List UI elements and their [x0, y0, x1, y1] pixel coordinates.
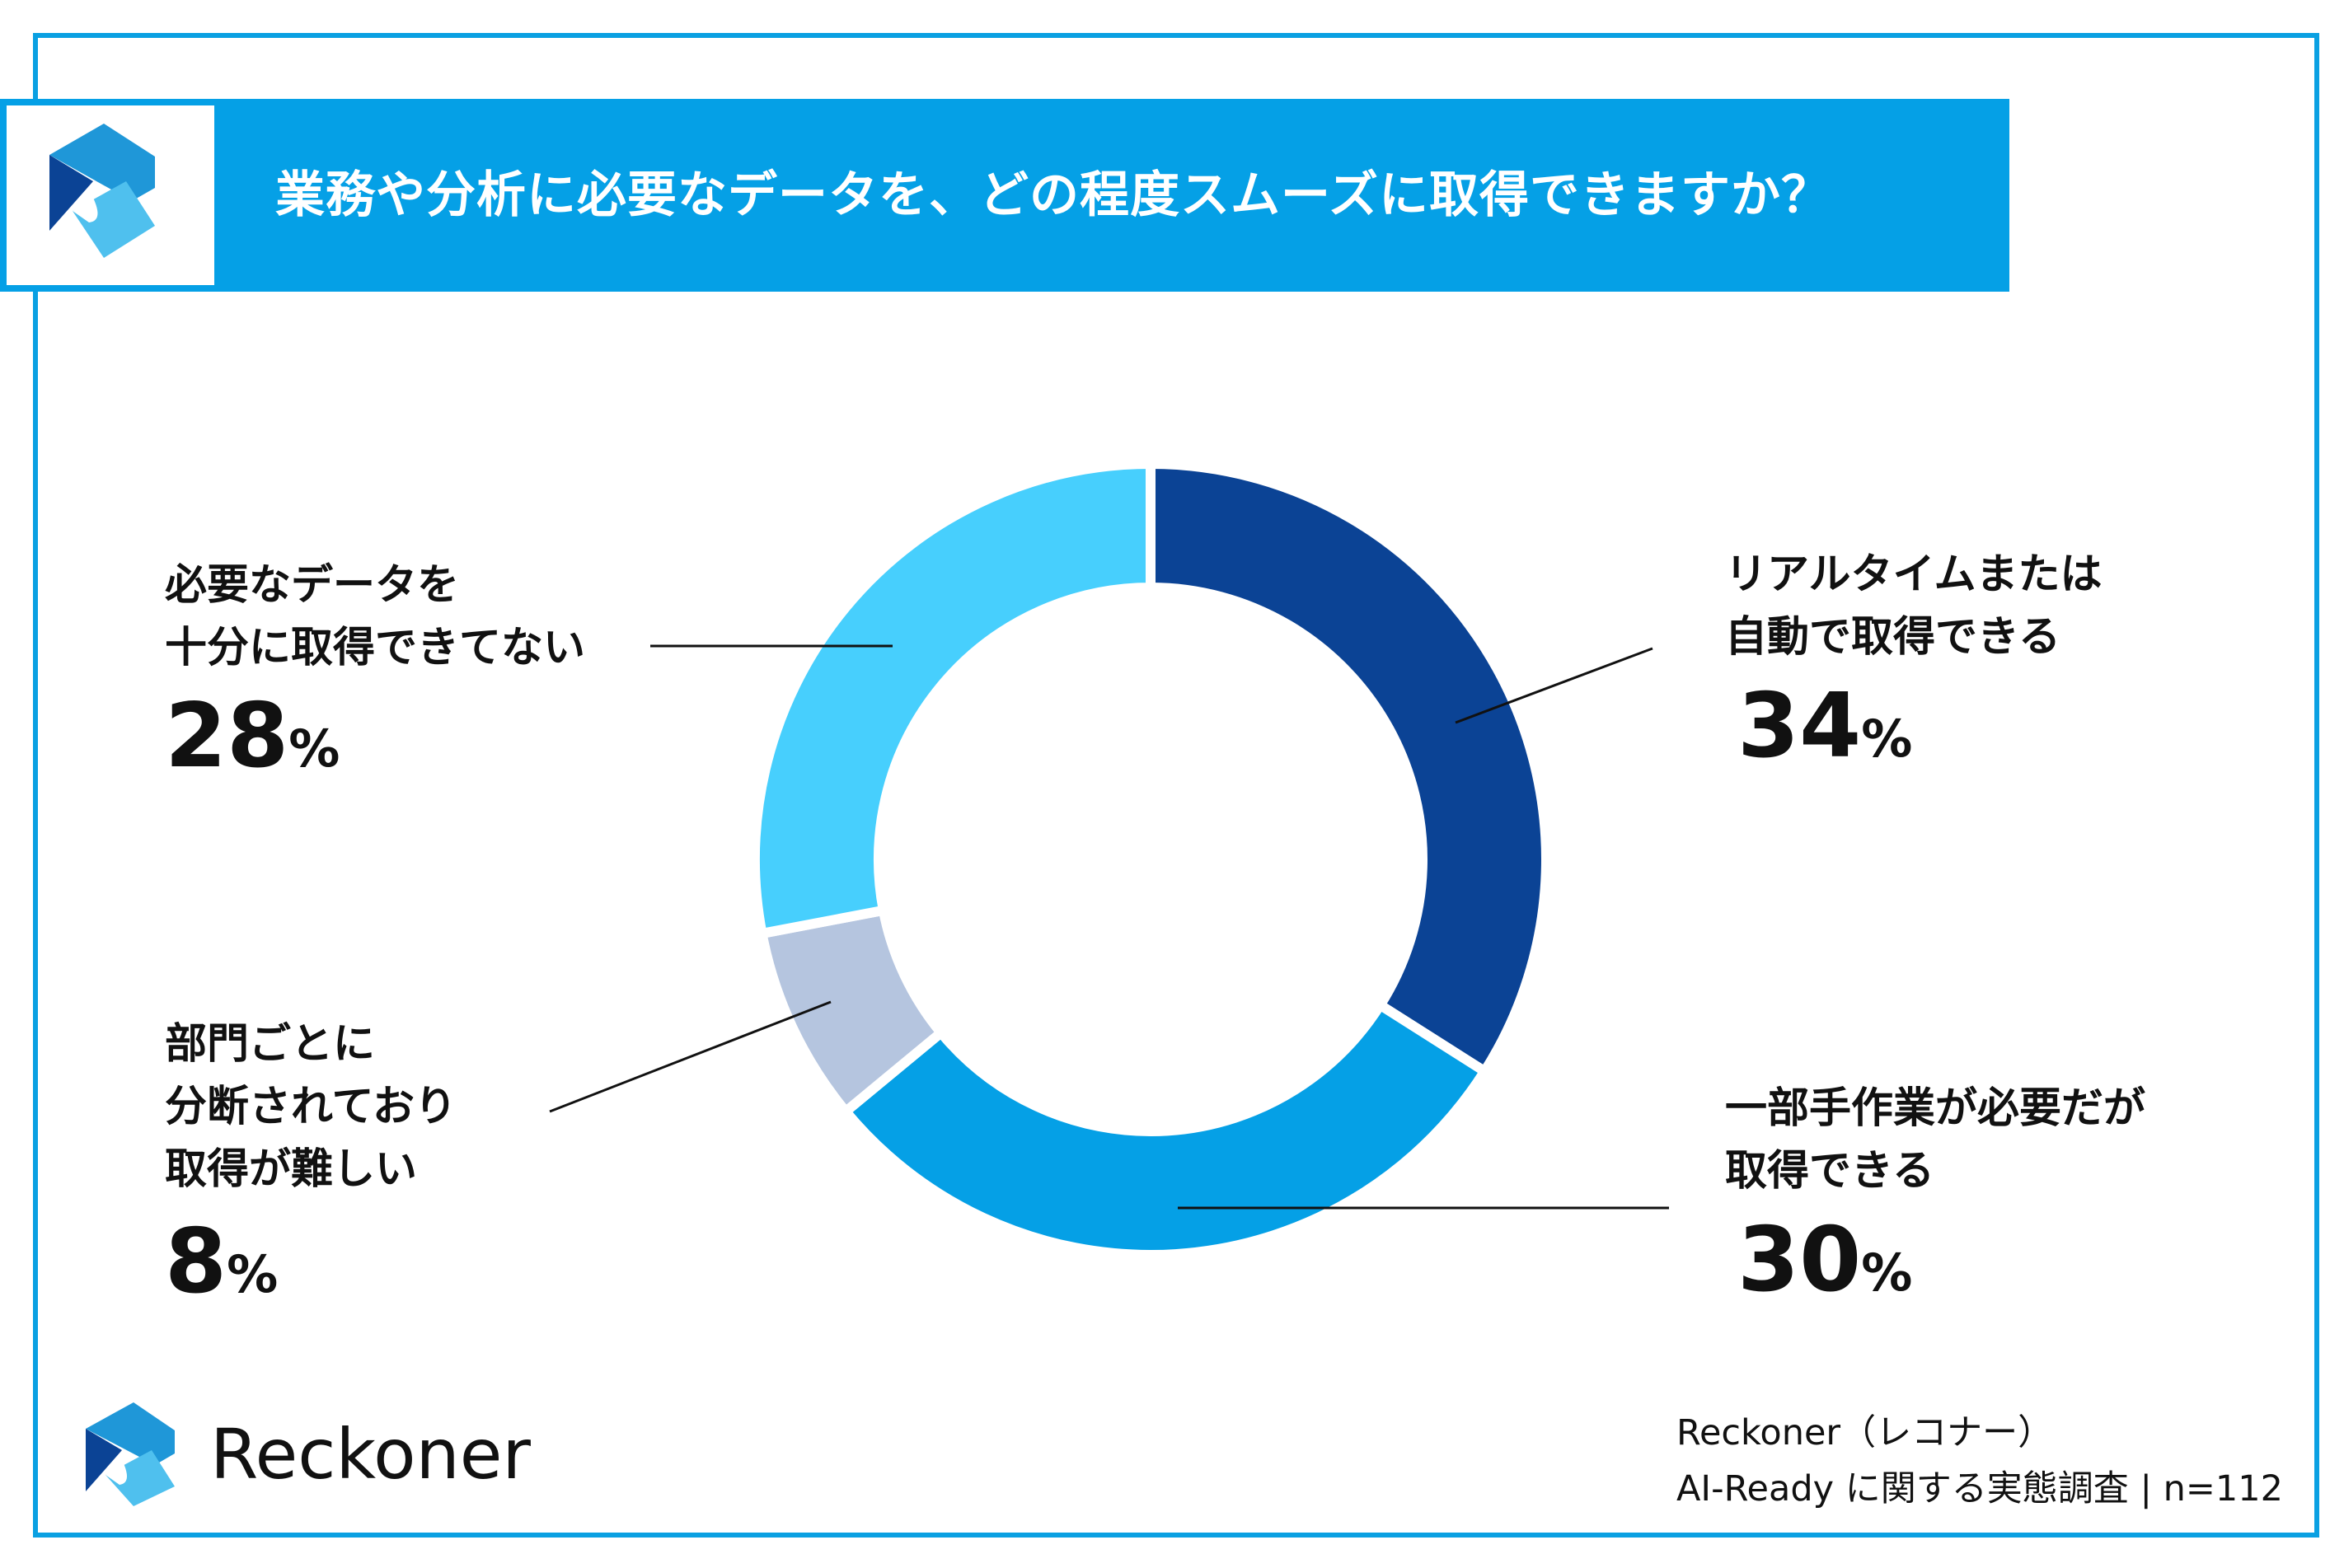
reckoner-logo-icon — [86, 1402, 175, 1506]
brand-name: Reckoner — [210, 1414, 531, 1495]
label-line: 自動で取得できる — [1725, 613, 2060, 662]
label-slice-1: 一部手作業が必要だが 取得できる — [1725, 1078, 2145, 1203]
pct-slice-2: 8% — [165, 1218, 278, 1307]
label-line: 必要なデータを — [165, 561, 460, 610]
label-line: 取得できる — [1725, 1147, 1934, 1196]
donut-slice-1 — [838, 998, 1492, 1260]
pct-value: 8 — [165, 1210, 227, 1313]
label-line: 取得が難しい — [165, 1145, 418, 1194]
pct-slice-1: 30% — [1737, 1216, 1912, 1305]
header-logo-box — [7, 105, 214, 285]
pct-unit: % — [227, 1244, 279, 1304]
label-line: 部門ごとに — [165, 1020, 376, 1069]
pct-slice-3: 28% — [165, 692, 340, 781]
pct-value: 34 — [1737, 675, 1862, 778]
outer-frame — [33, 33, 2319, 1538]
label-line: 一部手作業が必要だが — [1725, 1084, 2146, 1133]
page-title: 業務や分析に必要なデータを、どの程度スムーズに取得できますか？ — [275, 166, 1831, 224]
pct-unit: % — [288, 718, 340, 779]
leader-line-2 — [549, 1000, 832, 1113]
label-slice-0: リアルタイムまたは 自動で取得できる — [1725, 544, 2102, 669]
label-line: 十分に取得できてない — [165, 624, 586, 672]
reckoner-logo-icon — [49, 124, 155, 258]
footer-line1: Reckoner（レコナー） — [1676, 1412, 2054, 1453]
label-slice-3: 必要なデータを 十分に取得できてない — [165, 555, 585, 680]
pct-value: 30 — [1737, 1209, 1862, 1312]
pct-slice-0: 34% — [1737, 682, 1912, 771]
pct-unit: % — [1861, 1243, 1913, 1303]
header-bar: 業務や分析に必要なデータを、どの程度スムーズに取得できますか？ — [0, 99, 2009, 292]
leader-line-0 — [1455, 647, 1653, 724]
footer-line2: AI-Ready に関する実態調査 | n=112 — [1676, 1468, 2283, 1509]
label-line: リアルタイムまたは — [1725, 550, 2103, 599]
donut-slice-0 — [1146, 458, 1552, 1079]
donut-slice-3 — [750, 458, 1156, 939]
pct-unit: % — [1861, 709, 1913, 769]
pct-value: 28 — [165, 685, 289, 788]
label-slice-2: 部門ごとに 分断されており 取得が難しい — [165, 1013, 457, 1201]
footer-source: Reckoner（レコナー） AI-Ready に関する実態調査 | n=112 — [1676, 1405, 2283, 1517]
label-line: 分断されており — [165, 1083, 457, 1131]
